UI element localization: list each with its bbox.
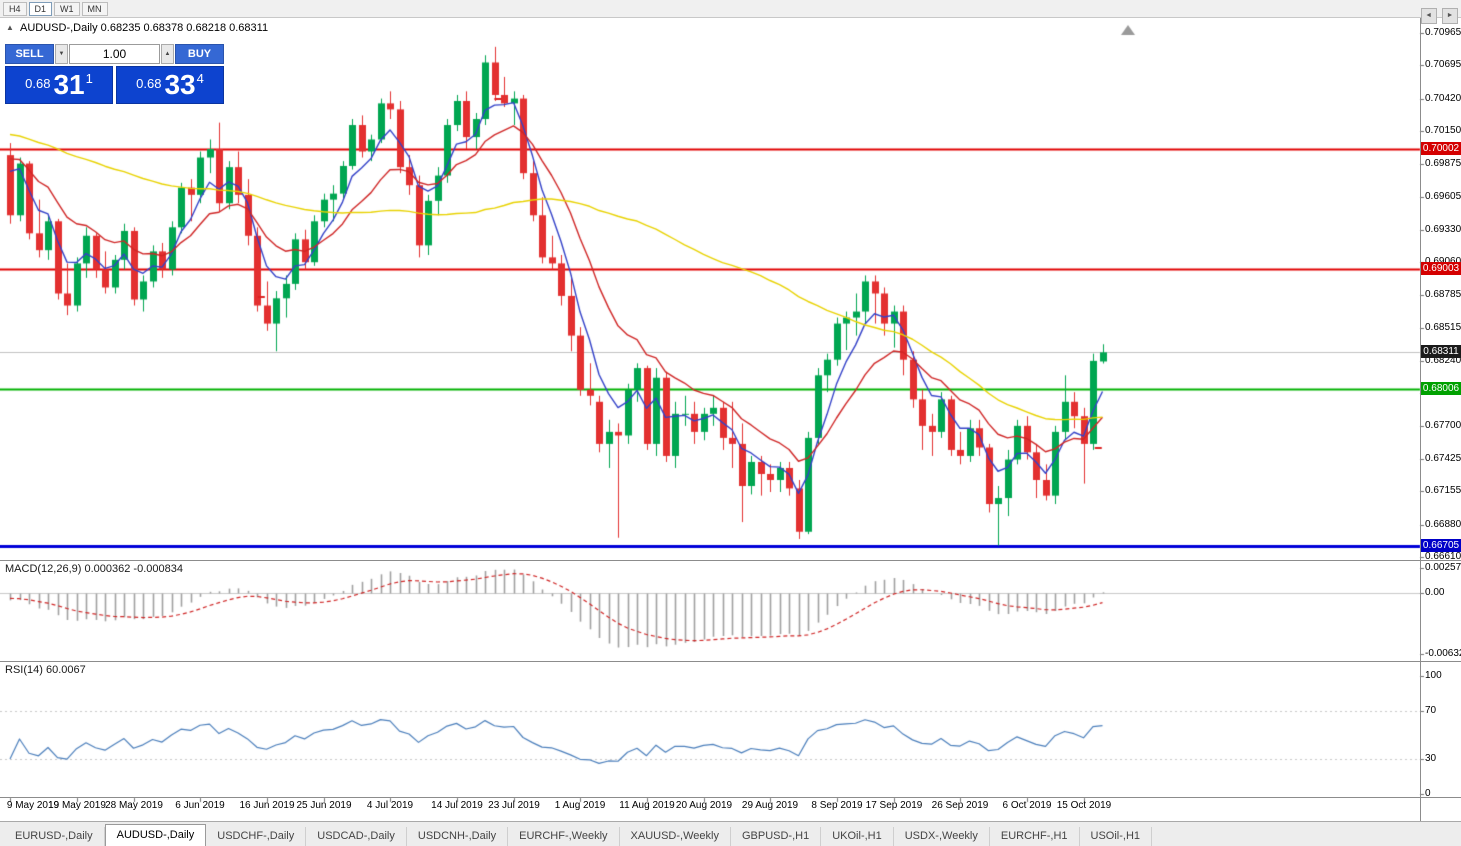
buy-button[interactable]: BUY: [175, 44, 224, 64]
buy-price-prefix: 0.68: [136, 76, 162, 91]
price-scale-label: 0.69875: [1425, 158, 1461, 169]
price-scale-label: 0.69060: [1425, 256, 1461, 267]
time-scale-label: 16 Jun 2019: [239, 800, 295, 811]
chart-tab-usdchf-daily[interactable]: USDCHF-,Daily: [206, 827, 307, 846]
chart-tab-eurusd-daily[interactable]: EURUSD-,Daily: [4, 827, 105, 846]
time-scale-label: 28 May 2019: [105, 800, 163, 811]
buy-price-display[interactable]: 0.68 33 4: [116, 66, 224, 104]
chart-tab-eurchf-h1[interactable]: EURCHF-,H1: [990, 827, 1080, 846]
time-scale-label: 11 Aug 2019: [619, 800, 675, 811]
time-scale-label: 29 Aug 2019: [741, 800, 799, 811]
sell-price-display[interactable]: 0.68 31 1: [5, 66, 113, 104]
chart-tab-usoil-h1[interactable]: USOil-,H1: [1080, 827, 1153, 846]
trade-controls-row: SELL ▼ ▲ BUY: [5, 44, 224, 64]
tab-scroll-buttons: ◄ ►: [1420, 4, 1458, 24]
price-scale-label: 0.67425: [1425, 453, 1461, 464]
sell-price-point: 1: [85, 71, 93, 86]
price-level-badge: 0.68006: [1421, 382, 1461, 395]
timeframe-button-mn[interactable]: MN: [81, 1, 108, 16]
tab-scroll-right-button[interactable]: ►: [1442, 7, 1458, 24]
timeframe-button-w1[interactable]: W1: [54, 1, 80, 16]
chart-tab-gbpusd-h1[interactable]: GBPUSD-,H1: [731, 827, 822, 846]
time-scale-label: 23 Jul 2019: [488, 800, 540, 811]
time-scale-label: 6 Oct 2019: [1002, 800, 1052, 811]
panel-separator[interactable]: [0, 560, 1461, 561]
macd-scale-label: -0.006326: [1425, 648, 1461, 659]
buy-price-pips: 33: [164, 69, 196, 100]
rsi-indicator-label: RSI(14) 60.0067: [5, 664, 86, 676]
price-scale-label: 0.66610: [1425, 551, 1461, 562]
panel-separator[interactable]: [0, 797, 1461, 798]
time-scale-label: 17 Sep 2019: [865, 800, 923, 811]
chart-tab-ukoil-h1[interactable]: UKOil-,H1: [821, 827, 894, 846]
price-level-badge: 0.69003: [1421, 262, 1461, 275]
chart-symbol-ohlc-label: AUDUSD-,Daily 0.68235 0.68378 0.68218 0.…: [20, 22, 269, 34]
tab-scroll-left-button[interactable]: ◄: [1420, 7, 1437, 24]
price-scale-label: 0.70695: [1425, 59, 1461, 70]
time-scale-label: 26 Sep 2019: [931, 800, 989, 811]
time-scale-label: 25 Jun 2019: [296, 800, 352, 811]
rsi-scale-label: 0: [1425, 788, 1431, 799]
volume-decrease-button[interactable]: ▼: [55, 44, 68, 64]
time-scale-label: 4 Jul 2019: [366, 800, 414, 811]
timeframe-button-h4[interactable]: H4: [3, 1, 27, 16]
time-scale-label: 1 Aug 2019: [554, 800, 606, 811]
volume-increase-button[interactable]: ▲: [161, 44, 174, 64]
chart-tab-eurchf-weekly[interactable]: EURCHF-,Weekly: [508, 827, 620, 846]
chart-tab-usdx-weekly[interactable]: USDX-,Weekly: [894, 827, 990, 846]
time-scale-label: 20 Aug 2019: [675, 800, 733, 811]
rsi-scale-label: 100: [1425, 670, 1442, 681]
price-level-badge: 0.68311: [1421, 345, 1461, 358]
chart-tab-usdcnh-daily[interactable]: USDCNH-,Daily: [407, 827, 509, 846]
price-scale-label: 0.67155: [1425, 485, 1461, 496]
price-scale-label: 0.69330: [1425, 224, 1461, 235]
macd-scale-label: 0.002574: [1425, 562, 1461, 573]
price-scale-separator: [1420, 17, 1421, 821]
sell-button[interactable]: SELL: [5, 44, 54, 64]
sell-price-pips: 31: [53, 69, 85, 100]
trade-prices-row: 0.68 31 1 0.68 33 4: [5, 66, 224, 104]
price-scale-label: 0.68785: [1425, 289, 1461, 300]
price-scale-label: 0.68240: [1425, 355, 1461, 366]
macd-scale-label: 0.00: [1425, 587, 1445, 598]
price-scale-label: 0.68515: [1425, 322, 1461, 333]
chart-tabs-bar: EURUSD-,Daily AUDUSD-,Daily USDCHF-,Daily U…: [0, 821, 1461, 846]
price-scale-label: 0.70420: [1425, 93, 1461, 104]
volume-input[interactable]: [69, 44, 160, 64]
time-scale-label: 15 Oct 2019: [1056, 800, 1112, 811]
chart-tab-audusd-daily[interactable]: AUDUSD-,Daily: [104, 824, 207, 846]
price-level-badge: 0.66705: [1421, 539, 1461, 552]
collapse-trade-panel-icon[interactable]: ▲: [6, 23, 14, 32]
price-scale-label: 0.70150: [1425, 125, 1461, 136]
macd-indicator-label: MACD(12,26,9) 0.000362 -0.000834: [5, 563, 183, 575]
chart-tab-xauusd-weekly[interactable]: XAUUSD-,Weekly: [620, 827, 731, 846]
price-scale-label: 0.67700: [1425, 420, 1461, 431]
time-scale-label: 8 Sep 2019: [811, 800, 863, 811]
price-level-badge: 0.70002: [1421, 142, 1461, 155]
time-scale-label: 19 May 2019: [48, 800, 106, 811]
time-scale-label: 14 Jul 2019: [431, 800, 483, 811]
sell-price-prefix: 0.68: [25, 76, 51, 91]
panel-separator[interactable]: [0, 661, 1461, 662]
chart-tab-usdcad-daily[interactable]: USDCAD-,Daily: [306, 827, 407, 846]
time-scale-label: 9 May 2019: [6, 800, 60, 811]
timeframe-toolbar: H4 D1 W1 MN: [0, 0, 1461, 18]
price-scale-label: 0.70965: [1425, 27, 1461, 38]
price-scale-label: 0.66880: [1425, 519, 1461, 530]
time-scale-label: 6 Jun 2019: [175, 800, 225, 811]
price-scale-label: 0.69605: [1425, 191, 1461, 202]
timeframe-button-d1[interactable]: D1: [28, 1, 53, 16]
buy-price-point: 4: [196, 71, 204, 86]
rsi-scale-label: 30: [1425, 753, 1437, 764]
rsi-scale-label: 70: [1425, 705, 1437, 716]
